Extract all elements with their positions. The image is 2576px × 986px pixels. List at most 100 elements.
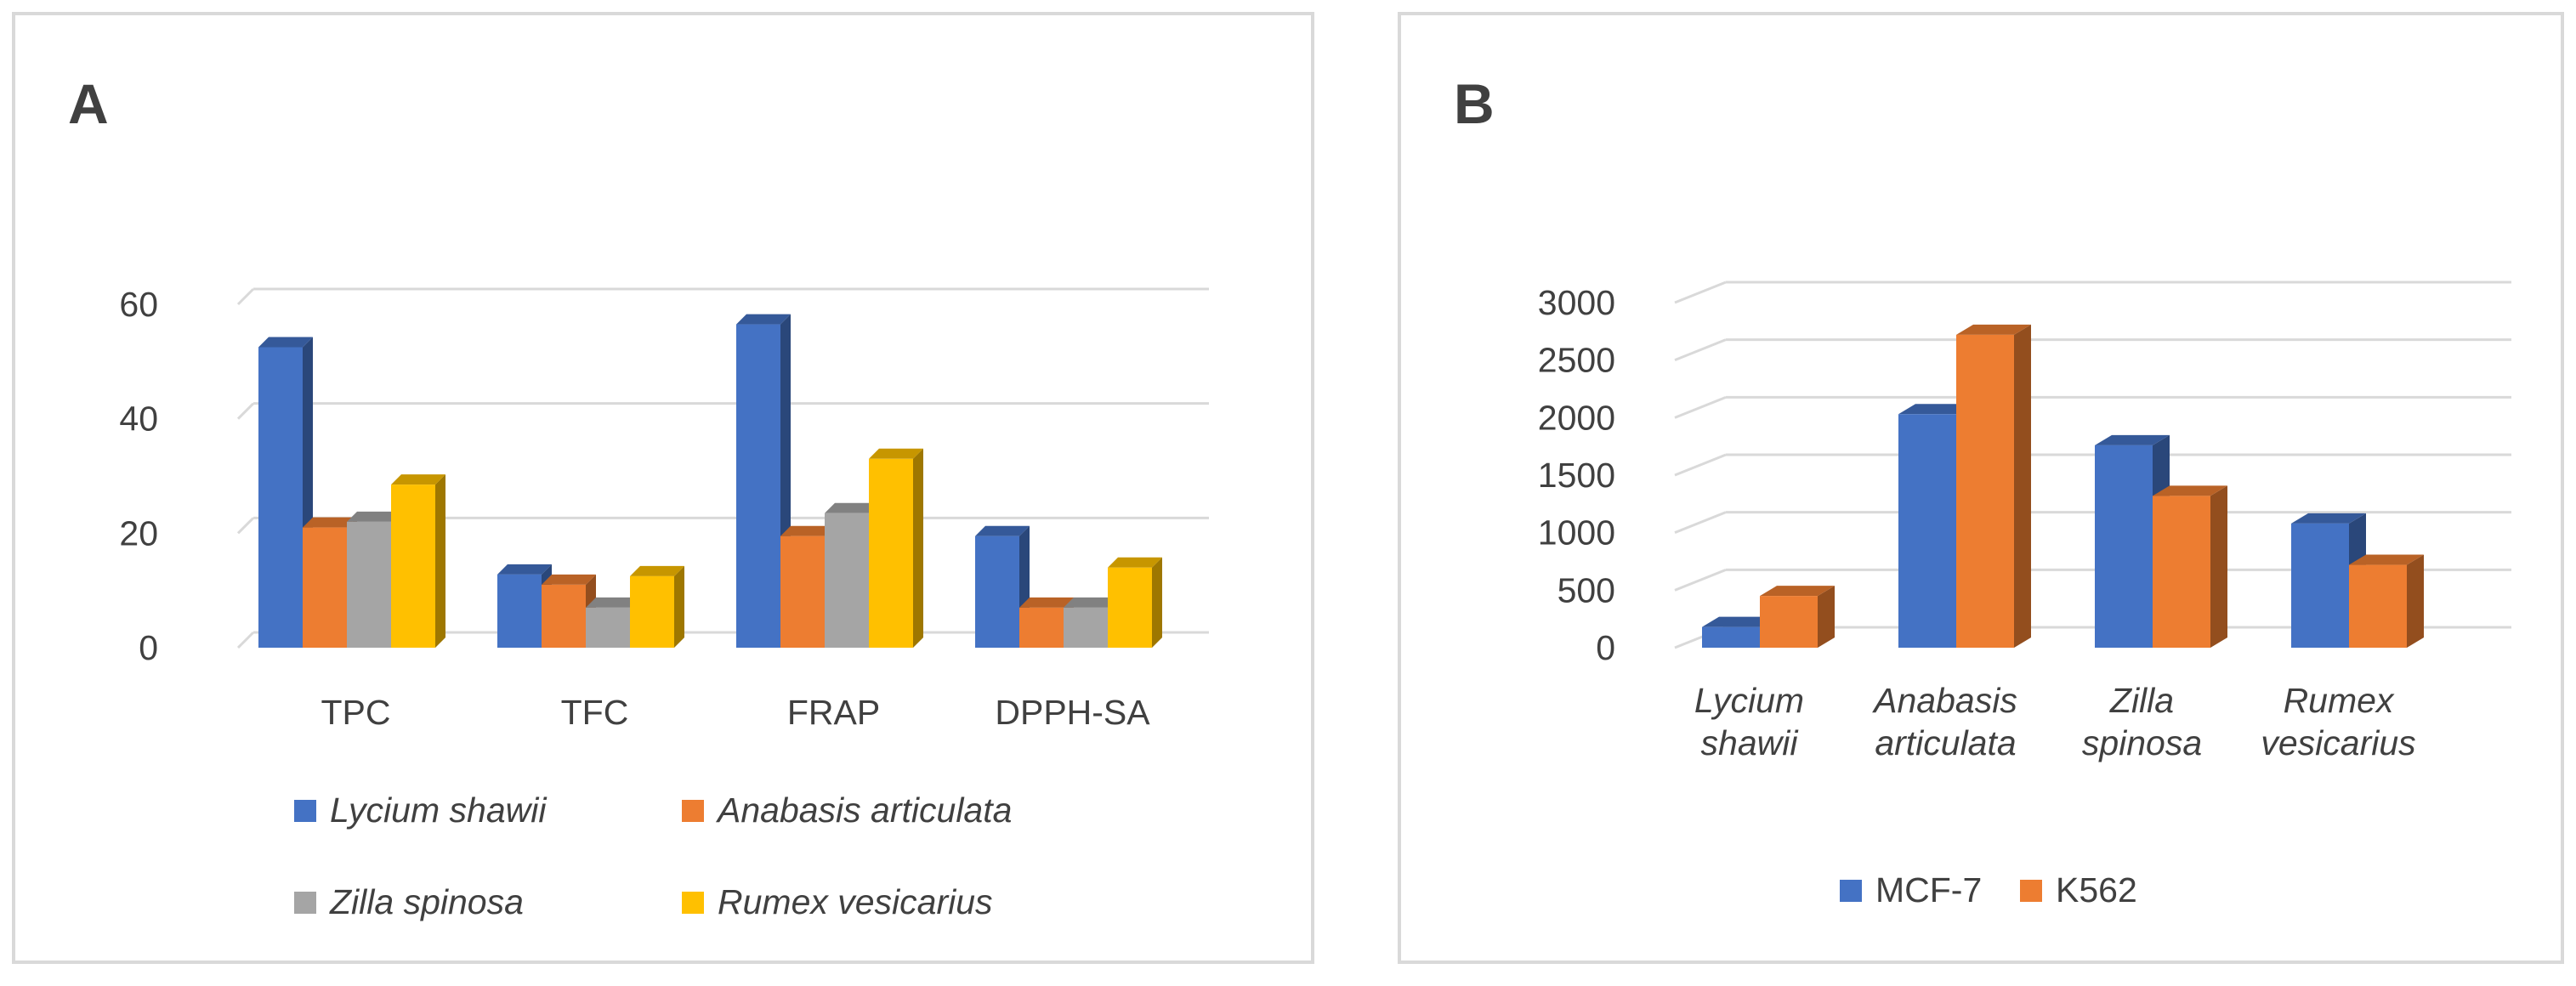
chart-b-bar-anabasis-articulata-mcf-7-top [1898, 404, 1973, 415]
chart-b-gridline-diag-6 [1674, 280, 1727, 304]
chart-a-bar-frap-rumex-vesicarius-top [869, 448, 923, 459]
chart-a-bar-frap-zilla-spinosa-top [825, 502, 879, 513]
chart-b-bar-rumex-vesicarius-mcf-7-top [2291, 513, 2366, 524]
chart-b-bar-lycium-shawii-mcf-7-front [1702, 626, 1760, 648]
chart-a-bar-dpph-sa-rumex-vesicarius-top [1108, 557, 1162, 568]
chart-b-bar-lycium-shawii-k562-side [1818, 586, 1835, 648]
legend-label-k562: K562 [2056, 870, 2137, 910]
chart-a-bar-tfc-zilla-spinosa-front [586, 607, 630, 648]
chart-panel-a: A 0 20 40 60 TPC TFC FRAP DPPH-SA Lycium shawii… [12, 12, 1314, 964]
chart-b-plot: 0 500 1000 1500 2000 2500 3000 Lycium shawii Anab… [1538, 280, 2511, 762]
legend-label-rumex-vesicarius: Rumex vesicarius [718, 882, 993, 921]
chart-b-bar-lycium-shawii-k562-top [1760, 586, 1835, 597]
chart-b-bar-zilla-spinosa-k562-side [2210, 485, 2227, 648]
chart-a-bar-frap-rumex-vesicarius [869, 448, 923, 648]
chart-a-bar-tpc-rumex-vesicarius-side [435, 474, 445, 648]
chart-b-gridline-diag-4 [1674, 395, 1727, 419]
chart-a-y-tick-40: 40 [119, 400, 158, 439]
chart-b-y-tick-1000: 1000 [1538, 513, 1615, 552]
chart-b-y-tick-1500: 1500 [1538, 456, 1615, 495]
legend-swatch-rumex-vesicarius [682, 891, 704, 914]
chart-a-x-tick-dpph-sa: DPPH-SA [995, 693, 1150, 732]
chart-a-y-tick-20: 20 [119, 513, 158, 552]
chart-a-bar-tfc-lycium-shawii-top [497, 564, 552, 575]
chart-a-bar-dpph-sa-zilla-spinosa-front [1064, 607, 1108, 648]
chart-a-bar-tpc-rumex-vesicarius [391, 474, 445, 648]
legend-swatch-zilla-spinosa [294, 891, 316, 914]
chart-b-gridline-diag-5 [1674, 338, 1727, 362]
legend-item-rumex-vesicarius: Rumex vesicarius [682, 882, 993, 922]
chart-b-bar-rumex-vesicarius-k562 [2349, 554, 2424, 648]
chart-a-bar-tpc-zilla-spinosa-front [347, 521, 391, 648]
chart-b-bar-anabasis-articulata-k562-side [2014, 324, 2031, 648]
chart-a-gridline-diag-1 [236, 517, 255, 535]
legend-item-zilla-spinosa: Zilla spinosa [294, 882, 524, 922]
chart-a-bar-tpc-zilla-spinosa-top [347, 511, 401, 522]
panel-label-b: B [1454, 72, 1495, 135]
chart-b-gridline-diag-2 [1674, 511, 1727, 535]
legend-swatch-anabasis-articulata [682, 799, 704, 822]
chart-b-bar-lycium-shawii-mcf-7-top [1702, 616, 1777, 627]
chart-b-x-tick-line-anabasis: Anabasis [1871, 681, 2017, 720]
chart-a-bar-dpph-sa-zilla-spinosa-top [1064, 597, 1118, 608]
chart-b-bar-zilla-spinosa-k562-top [2153, 485, 2227, 496]
chart-a-bar-tpc-rumex-vesicarius-front [391, 484, 435, 648]
chart-b-x-tick-rumex-vesicarius: Rumex vesicarius [2261, 681, 2415, 762]
chart-b-bar-zilla-spinosa-k562 [2153, 485, 2227, 648]
legend-item-anabasis-articulata: Anabasis articulata [682, 790, 1012, 830]
chart-a-bar-dpph-sa-anabasis-articulata [1019, 597, 1074, 648]
chart-b-x-tick-lycium-shawii: Lycium shawii [1694, 681, 1804, 762]
chart-b-y-tick-3000: 3000 [1538, 283, 1615, 322]
chart-b-gridline-diag-1 [1674, 568, 1727, 592]
chart-a-bar-frap-lycium-shawii-front [736, 324, 780, 648]
chart-b-x-tick-line-zilla: Zilla [2109, 681, 2174, 720]
chart-a-bar-tpc-lycium-shawii-front [258, 347, 303, 648]
chart-b-bar-zilla-spinosa-mcf-7-top [2095, 434, 2170, 445]
chart-b-bar-rumex-vesicarius-k562-side [2407, 554, 2424, 648]
chart-panel-b: B 0 500 1000 1500 2000 2500 3000 Lycium shawii An… [1398, 12, 2564, 964]
chart-a-bar-tpc-lycium-shawii-top [258, 337, 313, 348]
chart-a-bar-frap-rumex-vesicarius-side [913, 448, 923, 648]
chart-a-y-tick-60: 60 [119, 285, 158, 324]
chart-a-bar-dpph-sa-rumex-vesicarius-side [1152, 557, 1162, 648]
legend-label-zilla-spinosa: Zilla spinosa [330, 882, 524, 921]
legend-swatch-mcf-7 [1840, 879, 1862, 902]
chart-a-bar-tfc-lycium-shawii-front [497, 574, 542, 648]
chart-b-x-tick-line-spinosa: spinosa [2082, 723, 2202, 762]
chart-b-y-tick-0: 0 [1596, 628, 1615, 667]
chart-a-bar-frap-lycium-shawii-top [736, 314, 791, 325]
chart-b-bar-lycium-shawii-k562 [1760, 586, 1835, 648]
chart-a-bar-tfc-rumex-vesicarius-side [674, 565, 684, 648]
chart-a-bar-tfc-rumex-vesicarius-top [630, 565, 684, 576]
chart-b-bar-zilla-spinosa-k562-front [2153, 496, 2210, 648]
chart-a-x-tick-tpc: TPC [321, 693, 391, 732]
legend-item-k562: K562 [2020, 870, 2137, 910]
chart-a-plot: 0 20 40 60 TPC TFC FRAP DPPH-SA [119, 285, 1209, 732]
chart-a-bar-dpph-sa-lycium-shawii-front [975, 536, 1019, 648]
chart-b-bar-anabasis-articulata-k562 [1956, 324, 2031, 648]
chart-b-x-tick-line-vesicarius: vesicarius [2261, 723, 2415, 762]
chart-a-bar-dpph-sa-lycium-shawii-top [975, 525, 1030, 536]
chart-b-bar-anabasis-articulata-k562-front [1956, 334, 2014, 648]
chart-a-x-tick-tfc: TFC [561, 693, 629, 732]
chart-a-gridline-diag-2 [236, 402, 255, 420]
chart-b-bar-zilla-spinosa-mcf-7-front [2095, 445, 2153, 648]
legend-item-mcf-7: MCF-7 [1840, 870, 1982, 910]
chart-a-bar-tfc-zilla-spinosa-top [586, 597, 640, 608]
chart-a-bar-dpph-sa-anabasis-articulata-front [1019, 607, 1064, 648]
chart-a-bar-frap-zilla-spinosa-front [825, 513, 869, 648]
chart-b-x-tick-line-articulata: articulata [1875, 723, 2016, 762]
chart-a-bar-tfc-anabasis-articulata-front [542, 584, 586, 648]
chart-b-y-tick-2500: 2500 [1538, 341, 1615, 380]
chart-a-y-tick-0: 0 [139, 628, 158, 667]
chart-b-bar-rumex-vesicarius-mcf-7-front [2291, 523, 2349, 648]
chart-a-bar-tfc-rumex-vesicarius [630, 565, 684, 648]
chart-b-bar-lycium-shawii-k562-front [1760, 596, 1818, 648]
chart-b-bar-rumex-vesicarius-k562-front [2349, 564, 2407, 648]
chart-b-x-tick-zilla-spinosa: Zilla spinosa [2082, 681, 2202, 762]
panel-label-a: A [68, 72, 109, 135]
chart-a-gridline-diag-0 [236, 631, 255, 649]
chart-a-bar-frap-rumex-vesicarius-front [869, 458, 913, 648]
chart-b-bars [1702, 324, 2424, 648]
chart-b-y-tick-2000: 2000 [1538, 398, 1615, 437]
